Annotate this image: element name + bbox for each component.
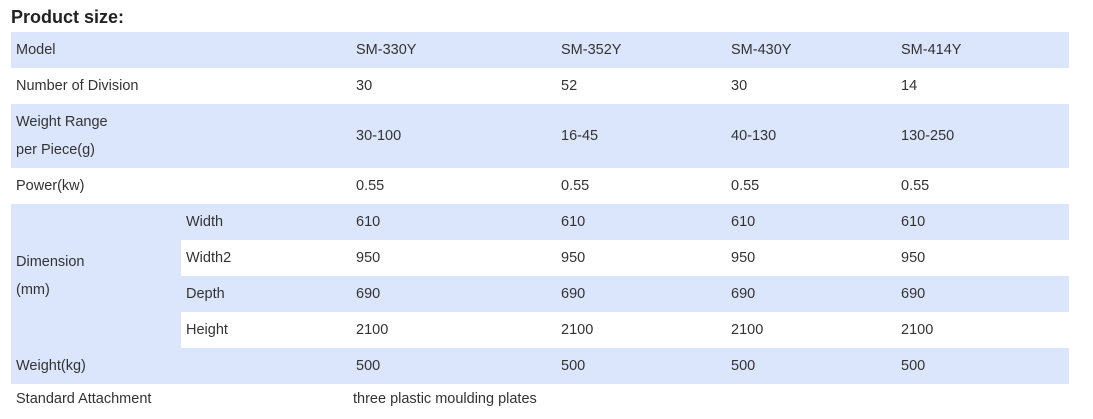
dimension-label: Dimension (mm): [11, 204, 181, 348]
weight-range-cell: 16-45: [556, 104, 726, 168]
dimension-cell: 950: [556, 240, 726, 276]
table-row-power: Power(kw) 0.55 0.55 0.55 0.55: [11, 168, 1069, 204]
weight-range-cell: 30-100: [351, 104, 556, 168]
power-cell: 0.55: [561, 178, 590, 194]
dimension-cell: 690: [896, 276, 1069, 312]
table-row-weight-range: Weight Range per Piece(g) 30-100 16-45 4…: [11, 104, 1069, 168]
model-cell: SM-414Y: [896, 32, 1069, 68]
dimension-cell: 690: [726, 276, 896, 312]
table-row-dimension-depth: Depth 690 690 690 690: [11, 276, 1069, 312]
weight-cell: 500: [896, 348, 1069, 384]
table-row-dimension-width: Dimension (mm) Width 610 610 610 610: [11, 204, 1069, 348]
power-label: Power(kw): [16, 178, 85, 194]
table-row-dimension-width2: Width2 950 950 950 950: [11, 240, 1069, 276]
table-row-attachment: Standard Attachment three plastic mouldi…: [11, 384, 1069, 414]
power-cell: 0.55: [731, 178, 760, 194]
division-cell: 30: [356, 78, 373, 94]
dimension-sub-label: Height: [181, 312, 351, 348]
page-title: Product size:: [11, 7, 125, 27]
division-cell: 52: [561, 78, 578, 94]
dimension-sub-label: Width2: [181, 240, 351, 276]
power-cell: 0.55: [901, 178, 930, 194]
table-row-division: Number of Division 30 52 30 14: [11, 68, 1069, 104]
weight-cell: 500: [351, 348, 556, 384]
weight-range-label-line2: per Piece(g): [16, 142, 95, 158]
dimension-cell: 950: [896, 240, 1069, 276]
dimension-cell: 690: [556, 276, 726, 312]
division-cell: 14: [901, 78, 918, 94]
dimension-cell: 950: [351, 240, 556, 276]
weight-range-cell: 40-130: [726, 104, 896, 168]
power-cell: 0.55: [356, 178, 385, 194]
dimension-cell: 2100: [896, 312, 1069, 348]
dimension-cell: 610: [726, 204, 896, 240]
dimension-cell: 610: [556, 204, 726, 240]
weight-range-cell: 130-250: [896, 104, 1069, 168]
dimension-cell: 950: [726, 240, 896, 276]
attachment-value: three plastic moulding plates: [353, 391, 537, 407]
model-cell: SM-330Y: [351, 32, 556, 68]
table-row-dimension-height: Height 2100 2100 2100 2100: [11, 312, 1069, 348]
weight-cell: 500: [726, 348, 896, 384]
dimension-sub-label: Width: [181, 204, 351, 240]
division-label: Number of Division: [16, 78, 139, 94]
model-cell: SM-430Y: [726, 32, 896, 68]
attachment-label: Standard Attachment: [16, 391, 152, 407]
dimension-cell: 610: [351, 204, 556, 240]
dimension-cell: 690: [351, 276, 556, 312]
dimension-cell: 2100: [351, 312, 556, 348]
dimension-label-line2: (mm): [16, 282, 50, 298]
dimension-cell: 2100: [556, 312, 726, 348]
weight-label: Weight(kg): [11, 348, 351, 384]
dimension-sub-label: Depth: [181, 276, 351, 312]
model-cell: SM-352Y: [556, 32, 726, 68]
division-cell: 30: [731, 78, 748, 94]
weight-range-label: Weight Range per Piece(g): [11, 104, 351, 168]
model-label: Model: [11, 32, 351, 68]
dimension-cell: 610: [896, 204, 1069, 240]
weight-range-label-line1: Weight Range: [16, 114, 108, 130]
weight-cell: 500: [556, 348, 726, 384]
table-row-model: Model SM-330Y SM-352Y SM-430Y SM-414Y: [11, 32, 1069, 68]
dimension-label-line1: Dimension: [16, 254, 85, 270]
product-size-table: Model SM-330Y SM-352Y SM-430Y SM-414Y Nu…: [11, 32, 1069, 414]
table-row-weight: Weight(kg) 500 500 500 500: [11, 348, 1069, 384]
dimension-cell: 2100: [726, 312, 896, 348]
